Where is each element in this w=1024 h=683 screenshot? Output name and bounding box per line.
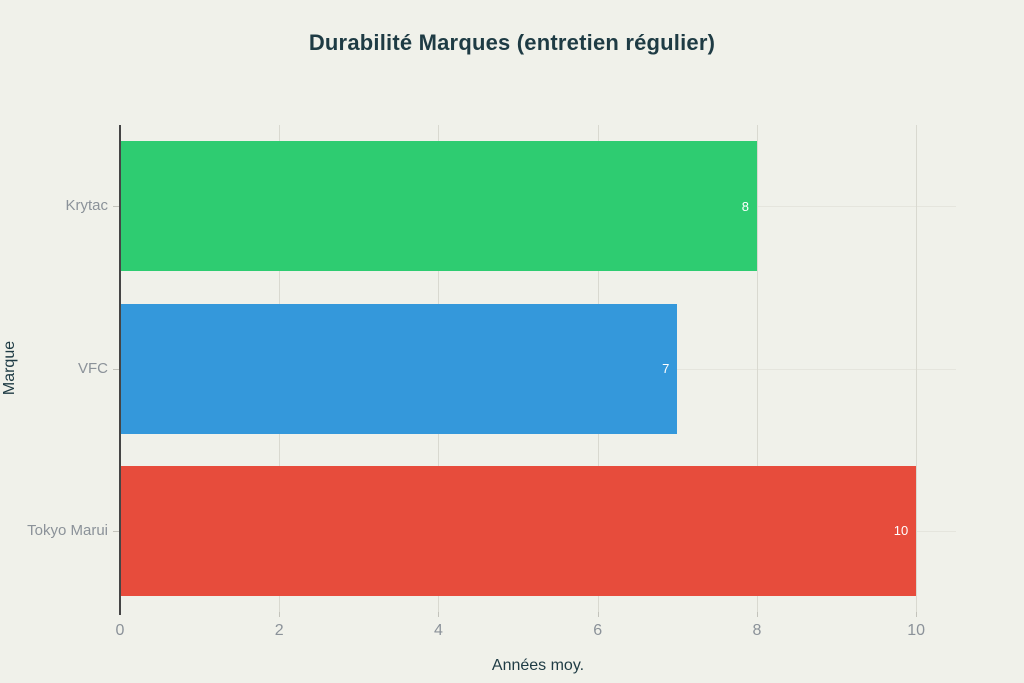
x-tick-mark — [756, 612, 758, 617]
bar-tokyo-marui: 10 — [121, 465, 917, 596]
y-tick-label: Tokyo Marui — [27, 521, 108, 539]
bar-value-label: 7 — [662, 361, 670, 376]
x-tick-mark — [597, 612, 599, 617]
bar-value-label: 10 — [893, 523, 909, 539]
x-tick-label: 6 — [593, 622, 603, 639]
x-tick-label: 8 — [752, 622, 762, 639]
bar-value-label: 8 — [741, 198, 749, 214]
vertical-gridline — [916, 125, 918, 612]
x-tick-label: 4 — [434, 622, 443, 639]
plot-area: 8 7 10 — [120, 125, 956, 612]
y-tick-label: VFC — [78, 359, 108, 377]
y-axis-zeroline — [119, 125, 121, 615]
x-tick-mark — [279, 612, 281, 617]
y-tick-label: Krytac — [65, 197, 108, 215]
y-tick-mark — [113, 206, 119, 208]
x-tick-label: 0 — [115, 622, 125, 639]
chart-title: Durabilité Marques (entretien régulier) — [308, 30, 716, 55]
vertical-gridline — [756, 125, 758, 612]
y-tick-mark — [113, 368, 119, 370]
x-tick-mark — [916, 612, 918, 617]
bar-krytac: 8 — [121, 141, 757, 272]
y-tick-mark — [113, 530, 119, 532]
x-tick-label: 2 — [274, 622, 284, 639]
x-tick-mark — [438, 612, 440, 617]
x-tick-label: 10 — [907, 622, 926, 639]
bar-vfc: 7 — [121, 303, 678, 434]
x-axis-title: Années moy. — [491, 657, 585, 674]
